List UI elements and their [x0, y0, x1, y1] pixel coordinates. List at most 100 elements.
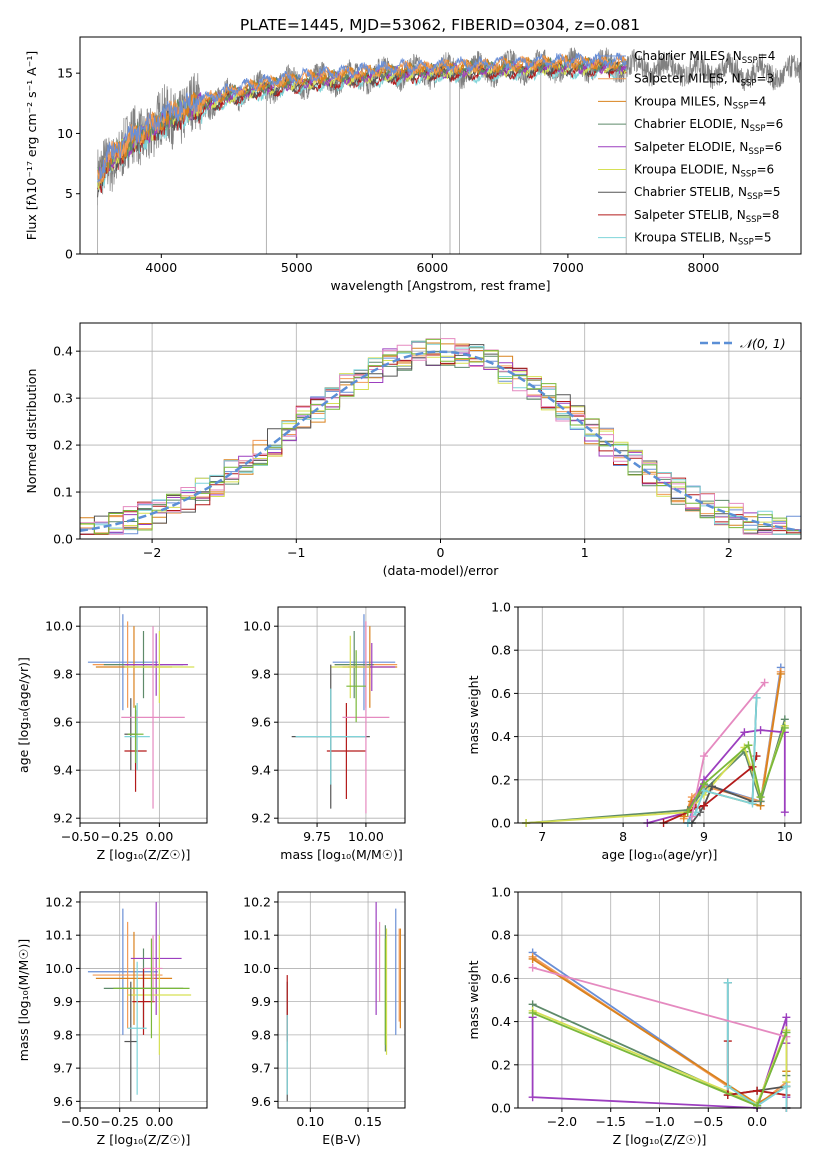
y-axis-label: Normed distribution	[24, 369, 39, 494]
y-tick-label: 10.0	[243, 619, 271, 634]
y-tick-label: 10.2	[45, 894, 73, 909]
y-tick-label: 9.8	[251, 667, 271, 682]
y-tick-label: 0.2	[491, 772, 511, 787]
legend-text: Salpeter MILES, N	[634, 72, 741, 86]
legend-label: Salpeter MILES, NSSP=3	[634, 72, 774, 89]
model-spectrum	[97, 52, 627, 183]
y-tick-label: 9.6	[53, 1094, 73, 1109]
y-tick-label: 9.9	[251, 994, 271, 1009]
x-tick-label: −0.5	[693, 1114, 723, 1129]
legend-text: Kroupa ELODIE, N	[634, 163, 741, 177]
y-tick-label: 10.1	[45, 928, 73, 943]
mass-weight-marker	[683, 808, 692, 817]
legend-label: Salpeter STELIB, NSSP=8	[634, 208, 779, 225]
y-tick-label: 9.7	[251, 1061, 271, 1076]
mass-weight-marker	[740, 728, 749, 737]
legend-subscript: SSP	[748, 147, 764, 157]
x-tick-label: 8000	[688, 260, 720, 275]
x-tick-label: 0.10	[296, 1114, 324, 1129]
x-tick-label: 2	[725, 545, 733, 560]
legend-text: Salpeter ELODIE, N	[634, 140, 748, 154]
mass-weight-marker	[782, 1082, 791, 1091]
mass-weight-marker	[723, 978, 732, 987]
x-tick-label: −1.5	[596, 1114, 626, 1129]
x-tick-label: 5000	[281, 260, 313, 275]
y-axis-label: mass weight	[466, 960, 481, 1039]
mass-weight-marker	[752, 693, 761, 702]
y-tick-label: 9.6	[251, 1094, 271, 1109]
y-tick-label: 9.2	[53, 811, 73, 826]
panel-mass-vs-Z: −0.50 −0.25 0.00 9.6 9.7 9.8 9.9 10.0 10.1 10.2 Z …	[16, 891, 208, 1147]
y-tick-label: 10.1	[243, 928, 271, 943]
legend-text-tail: =5	[754, 231, 772, 245]
y-tick-label: 9.8	[251, 1027, 271, 1042]
x-tick-label: −1.0	[644, 1114, 674, 1129]
legend-subscript: SSP	[741, 79, 757, 89]
y-axis-label: mass [log₁₀(M/M☉)]	[16, 939, 31, 1061]
y-tick-label: 9.6	[251, 715, 271, 730]
legend-text-tail: =6	[764, 140, 782, 154]
legend-text-tail: =4	[749, 94, 767, 108]
legend-text: Chabrier ELODIE, N	[634, 117, 750, 131]
legend-subscript: SSP	[733, 101, 749, 111]
y-tick-label: 9.7	[53, 1061, 73, 1076]
axes-frame	[79, 891, 208, 1109]
mass-weight-marker	[756, 793, 765, 802]
x-tick-label: −1	[287, 545, 305, 560]
y-tick-label: 0.2	[53, 438, 73, 453]
x-axis-label: Z [log₁₀(Z/Z☉)]	[613, 1132, 707, 1147]
legend-label: Kroupa STELIB, NSSP=5	[634, 231, 772, 248]
y-tick-label: 0.8	[491, 643, 511, 658]
mass-weight-marker	[699, 801, 708, 810]
mass-weight-line	[526, 725, 786, 824]
legend-text: Kroupa STELIB, N	[634, 231, 738, 245]
panel-mass-weight-vs-Z: −2.0 −1.5 −1.0 −0.5 0.0 0.0 0.2 0.4 0.6 0.8 1.0 Z […	[466, 885, 802, 1147]
y-tick-label: 1.0	[491, 600, 511, 615]
x-tick-label: −0.50	[61, 829, 99, 844]
y-tick-label: 9.8	[53, 667, 73, 682]
histogram-step	[80, 344, 801, 535]
mass-weight-marker	[760, 678, 769, 687]
x-tick-label: −2	[143, 545, 161, 560]
x-tick-label: 10	[777, 829, 793, 844]
x-axis-label: E(B-V)	[322, 1132, 361, 1147]
y-tick-label: 0.4	[491, 1014, 511, 1029]
mass-weight-marker	[528, 1093, 537, 1102]
y-tick-label: 0.3	[53, 391, 73, 406]
mass-weight-marker	[776, 669, 785, 678]
panel-mass-weight-vs-age: 7 8 9 10 0.0 0.2 0.4 0.6 0.8 1.0 age [log₁₀(age/yr…	[466, 600, 802, 862]
y-tick-label: 10.2	[243, 894, 271, 909]
histogram-step	[80, 341, 801, 535]
x-tick-label: 0.00	[145, 1114, 173, 1129]
y-tick-label: 0.0	[53, 532, 73, 547]
axes-frame	[517, 606, 802, 824]
figure-title: PLATE=1445, MJD=53062, FIBERID=0304, z=0…	[240, 16, 640, 34]
legend-label: Kroupa ELODIE, NSSP=6	[634, 163, 774, 180]
y-tick-label: 0.1	[53, 485, 73, 500]
y-axis-label: age [log₁₀(age/yr)]	[16, 657, 31, 773]
x-tick-label: 6000	[416, 260, 448, 275]
x-tick-label: 7000	[552, 260, 584, 275]
y-tick-label: 10.0	[243, 961, 271, 976]
legend-text-tail: =6	[756, 163, 774, 177]
mass-weight-marker	[748, 799, 757, 808]
x-tick-label: 4000	[145, 260, 177, 275]
y-tick-label: 10.0	[45, 961, 73, 976]
legend-subscript: SSP	[741, 170, 757, 180]
histogram-step	[80, 338, 801, 535]
panel-mass-vs-EBV: 0.10 0.15 9.6 9.7 9.8 9.9 10.0 10.1 10.2 E(B-V)	[243, 891, 406, 1147]
mass-weight-marker	[699, 752, 708, 761]
model-spectrum	[97, 62, 627, 194]
mass-weight-marker	[782, 1013, 791, 1022]
axes-frame	[79, 606, 208, 824]
legend-label: Salpeter ELODIE, NSSP=6	[634, 140, 782, 157]
y-tick-label: 9.9	[53, 994, 73, 1009]
panel-age-vs-mass: 9.75 10.00 9.2 9.4 9.6 9.8 10.0 mass [log₁₀(M/M…	[243, 606, 406, 862]
axes-frame	[79, 36, 802, 255]
x-axis-label: wavelength [Angstrom, rest frame]	[330, 278, 550, 293]
legend-subscript: SSP	[746, 215, 762, 225]
y-tick-label: 9.2	[251, 811, 271, 826]
mass-weight-marker	[782, 1028, 791, 1037]
x-tick-label: −0.50	[61, 1114, 99, 1129]
y-tick-label: 10.0	[45, 619, 73, 634]
